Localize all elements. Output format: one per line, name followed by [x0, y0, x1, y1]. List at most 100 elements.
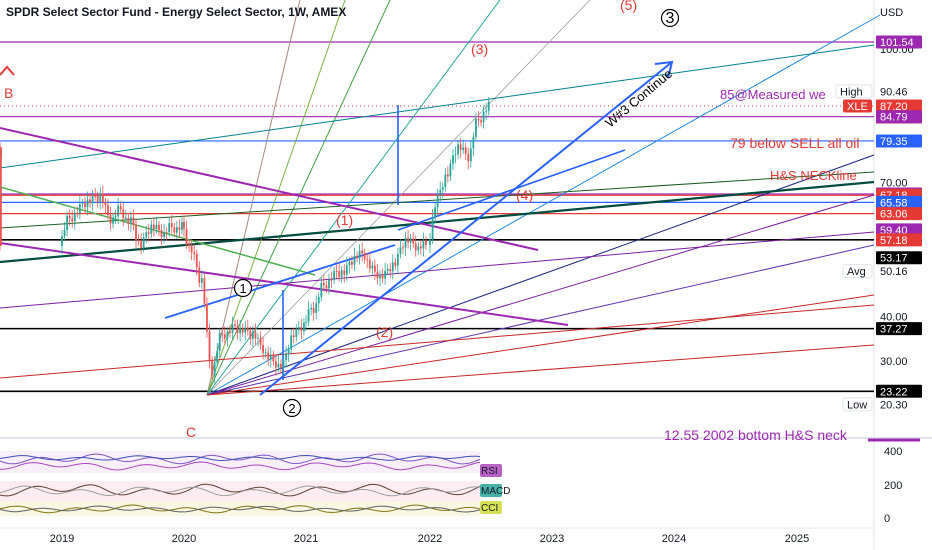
time-tick-2021: 2021	[294, 533, 318, 545]
downtrend-line	[0, 242, 569, 326]
annotation-8: (4)	[516, 187, 533, 203]
candle	[414, 243, 417, 251]
candle	[386, 268, 389, 271]
candle	[285, 353, 287, 361]
candle	[190, 245, 193, 253]
wave-circle	[282, 398, 302, 418]
candle	[439, 189, 442, 196]
wave-circle	[660, 8, 680, 28]
time-tick-2019: 2019	[50, 533, 74, 545]
candle	[361, 250, 364, 254]
downtrend-line	[0, 127, 539, 251]
price-label-4: 87.20	[880, 101, 908, 113]
candle	[109, 214, 112, 224]
indicator-tag-0	[480, 464, 502, 477]
candle	[404, 237, 407, 248]
candle	[84, 203, 86, 208]
candle	[277, 363, 280, 368]
candle	[287, 349, 290, 354]
currency-label: USD	[880, 7, 903, 19]
candle	[264, 352, 267, 354]
candle	[444, 174, 447, 188]
candle	[317, 296, 320, 304]
candle	[170, 223, 173, 228]
candle	[0, 235, 2, 246]
time-tick-2020: 2020	[172, 533, 196, 545]
trendline	[0, 231, 875, 309]
indicator-label-2: CCI	[481, 503, 498, 514]
candle	[267, 352, 270, 360]
candle	[165, 231, 168, 233]
price-label-14: 53.17	[880, 253, 908, 265]
candle	[259, 337, 262, 346]
candle	[78, 204, 81, 213]
wave3-arrowhead	[654, 60, 674, 79]
candle	[457, 144, 459, 155]
candle	[218, 333, 221, 352]
candle	[295, 328, 298, 337]
time-tick-2023: 2023	[540, 533, 564, 545]
candle	[417, 246, 420, 251]
price-tag-1: XLE	[847, 101, 868, 113]
wave3-arrow	[259, 61, 673, 396]
candle	[462, 147, 465, 150]
candle	[99, 193, 102, 202]
candle	[409, 238, 412, 243]
candle	[419, 246, 422, 249]
indicator-tick: 400	[884, 446, 902, 458]
macd-signal-line	[0, 485, 481, 497]
price-label-18: 20.30	[880, 399, 908, 411]
price-label-bg-7	[876, 134, 922, 148]
price-label-6: 84.79	[880, 112, 908, 124]
candle	[73, 212, 76, 222]
annotation-3: B	[4, 85, 13, 101]
candle	[353, 255, 356, 265]
candle	[396, 254, 399, 266]
trendline	[0, 304, 875, 379]
candle	[244, 327, 247, 333]
candle	[0, 171, 2, 173]
candle	[221, 333, 224, 335]
candle	[147, 232, 150, 234]
candle	[104, 202, 107, 205]
candle	[173, 227, 176, 233]
candle	[307, 309, 310, 322]
candle	[198, 267, 201, 283]
price-label-bg-1	[876, 35, 922, 49]
candle	[452, 155, 454, 164]
candle	[280, 363, 282, 368]
candle	[436, 195, 439, 208]
candle	[446, 174, 449, 177]
candle	[119, 205, 122, 210]
candle	[226, 331, 229, 339]
candle	[124, 217, 127, 219]
candle	[195, 254, 198, 268]
moving-average-line	[0, 186, 316, 276]
candle	[297, 327, 300, 329]
price-tag-bg-1	[843, 99, 872, 113]
cci-line	[0, 504, 481, 514]
candle	[91, 196, 94, 204]
macd-line	[0, 483, 481, 497]
candle	[269, 355, 272, 360]
wave-label-10: 1	[239, 281, 246, 296]
cci-signal-line	[0, 505, 481, 513]
price-label-17: 23.22	[880, 386, 908, 398]
price-label-bg-14	[876, 251, 922, 265]
candle	[114, 216, 117, 218]
price-label-bg-16	[876, 322, 922, 336]
candle	[366, 259, 369, 261]
candle	[71, 218, 74, 222]
candle	[422, 240, 425, 249]
annotation-14: 12.55 2002 bottom H&S neck	[664, 427, 848, 443]
candle	[320, 282, 323, 297]
candle	[363, 253, 366, 260]
candle	[345, 265, 348, 275]
candle	[76, 212, 79, 214]
price-label-3: 90.46	[880, 86, 908, 98]
candle	[132, 217, 135, 225]
candle	[477, 119, 480, 121]
price-tick: 40.00	[880, 311, 908, 323]
price-label-7: 79.35	[880, 136, 908, 148]
